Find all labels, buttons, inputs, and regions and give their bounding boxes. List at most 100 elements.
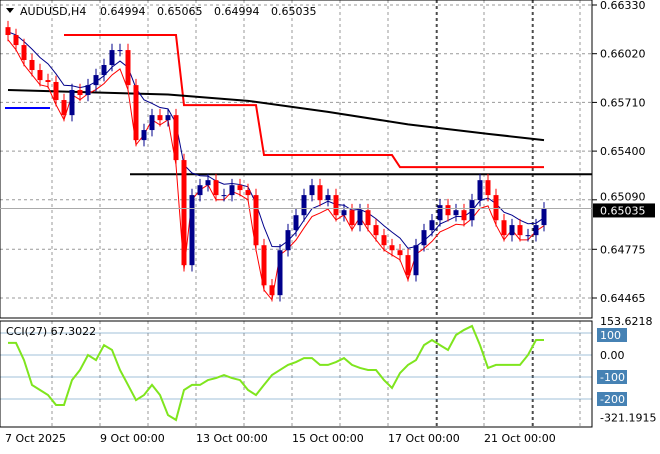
candle-body [13,35,19,46]
candle-body [21,45,27,60]
candle-body [253,195,259,246]
time-axis-label: 15 Oct 00:00 [292,432,364,445]
time-axis-label: 13 Oct 00:00 [196,432,268,445]
cci-max-label: 153.6218 [600,315,653,328]
cci-min-label: -321.1915 [600,412,656,425]
candle-body [85,85,91,96]
candle-body [245,190,251,196]
cci-level-label: -200 [600,393,625,406]
candle-body [165,115,171,121]
candle-body [349,210,355,226]
candle-body [5,27,11,36]
price-tick-label: 0.65400 [600,145,646,158]
candle-body [277,250,283,296]
candle-body [261,245,267,286]
candle-body [189,195,195,266]
candle-body [357,210,363,226]
candle-body [117,50,123,52]
ohlc-high: 0.65065 [157,5,203,18]
candle-body [325,195,331,201]
candle-body [509,225,515,236]
candle-body [317,185,323,201]
time-axis-label: 7 Oct 2025 [5,432,66,445]
candle-body [61,100,67,116]
candle-body [45,80,51,82]
candle-body [221,195,227,197]
candle-body [421,230,427,246]
candle-body [173,115,179,161]
cci-pane-border [0,320,593,428]
candle-body [445,205,451,216]
candle-body [77,89,83,96]
time-axis-label: 21 Oct 00:00 [484,432,556,445]
candle-body [341,210,347,216]
lower-band-line [7,39,545,302]
candle-body [389,245,395,251]
candle-body [125,50,131,86]
current-price-label: 0.65035 [600,204,646,217]
price-tick-label: 0.65710 [600,96,646,109]
cci-level-label: -100 [600,371,625,384]
cci-level-label: 100 [600,329,621,342]
time-axis-label: 9 Oct 00:00 [100,432,165,445]
price-tick-label: 0.64465 [600,292,646,305]
candle-body [237,185,243,191]
candle-body [461,210,467,221]
candle-body [69,89,75,116]
candle-body [149,115,155,131]
candle-body [29,59,35,71]
collapse-arrow-icon[interactable] [6,8,14,13]
candle-body [493,195,499,221]
candle-body [133,85,139,141]
current-price-box [593,203,655,218]
candle-body [213,180,219,196]
candle-body [469,200,475,221]
slow-moving-average [7,88,545,142]
cci-level-box [597,328,627,342]
cci-line [8,324,544,422]
main-pane-border [0,0,593,319]
candle-body [373,225,379,236]
candle-body [541,208,547,226]
candle-body [93,75,99,86]
cci-label: CCI(27) 67.3022 [6,325,96,338]
ohlc-low: 0.64994 [214,5,260,18]
candle-body [301,195,307,216]
candle-body [197,185,203,196]
price-tick-label: 0.65090 [600,190,646,203]
candle-body [525,235,531,237]
candle-body [429,220,435,231]
candle-body [533,225,539,236]
candle-body [413,245,419,276]
candle-body [37,70,43,81]
candle-body [437,205,443,221]
candle-body [269,285,275,296]
candle-body [141,130,147,141]
candle-body [485,180,491,196]
candle-body [229,185,235,196]
candle-body [181,160,187,266]
stepped-stop-line [64,34,544,169]
candle-body [157,115,163,121]
candle-body [517,225,523,236]
candle-body [101,65,107,76]
candle-body [501,220,507,236]
candle-body [309,185,315,196]
price-tick-label: 0.66330 [600,0,646,12]
candle-body [53,81,59,101]
time-axis-label: 17 Oct 00:00 [388,432,460,445]
cci-level-box [597,370,627,384]
candle-body [109,50,115,66]
price-tick-label: 0.64775 [600,243,646,256]
candle-body [333,195,339,216]
candle-body [477,180,483,201]
candle-body [405,255,411,276]
candle-body [285,230,291,251]
ohlc-open: 0.64994 [100,5,146,18]
symbol-label: AUDUSD,H4 [20,5,86,18]
cci-level-box [597,392,627,406]
candle-body [453,210,459,216]
cci-level-label: 0.00 [600,349,625,362]
